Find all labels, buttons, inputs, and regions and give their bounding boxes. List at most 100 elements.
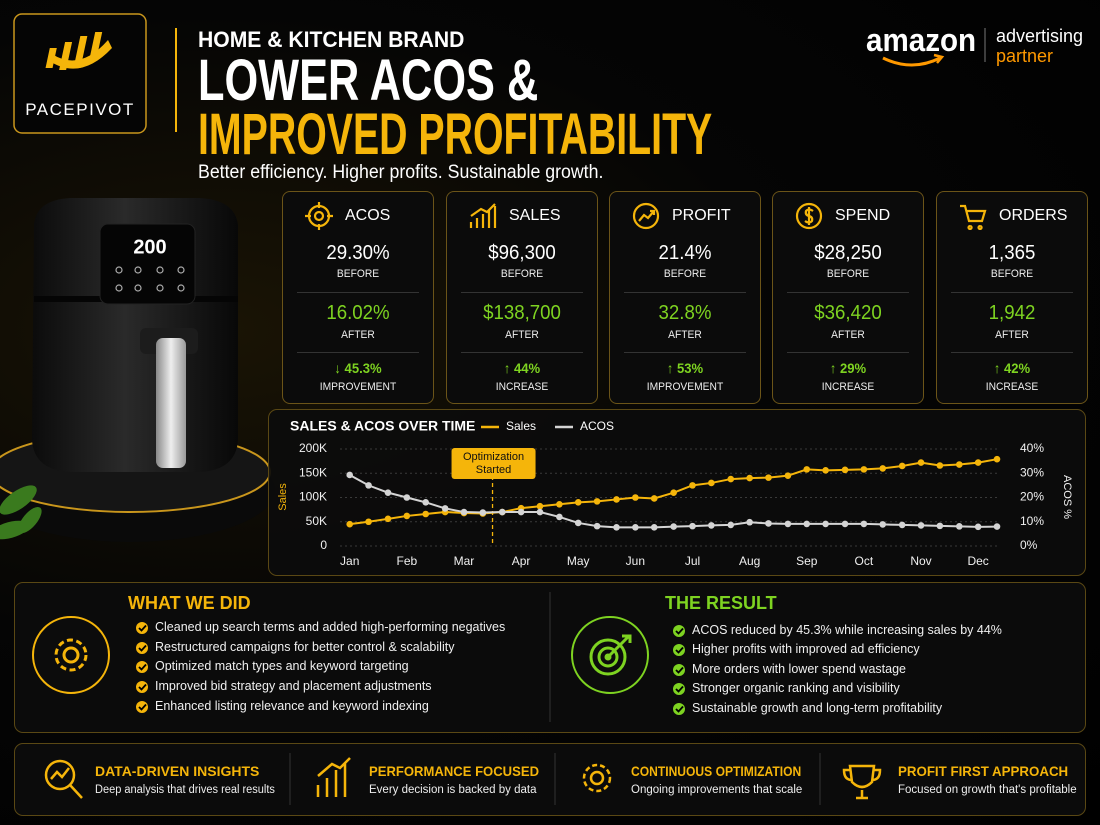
metric-card: PROFIT 21.4% BEFORE 32.8% AFTER ↑ 53% IMPROVEM… [609, 191, 761, 404]
y-axis-label: Sales [277, 483, 289, 511]
series-point [955, 461, 963, 468]
metric-label: PROFIT [672, 207, 731, 224]
list-item: More orders with lower spend wastage [692, 662, 906, 676]
metric-change: ↑ 44% [503, 360, 541, 376]
metric-divider [297, 292, 419, 293]
series-point [708, 479, 715, 487]
display-panel [99, 223, 196, 305]
metric-divider [461, 292, 583, 293]
list-item: Optimized match types and keyword target… [155, 659, 409, 673]
x-tick-label: Jun [626, 554, 645, 568]
metric-divider [787, 352, 909, 353]
series-point [689, 482, 696, 489]
metric-before: 21.4% [658, 242, 712, 264]
series-point [879, 521, 887, 528]
list-item: Sustainable growth and long-term profita… [692, 701, 943, 715]
series-point [898, 521, 906, 529]
series-point [746, 474, 753, 482]
series-point [765, 520, 772, 527]
series-point [898, 462, 906, 470]
check-mark [675, 646, 684, 654]
metric-change: ↓ 45.3% [334, 360, 382, 376]
series-point [974, 523, 982, 531]
handle [156, 338, 186, 468]
y-tick-label: 0 [320, 538, 327, 552]
metric-after: 16.02% [326, 302, 390, 324]
y2-tick-label: 0% [1020, 538, 1038, 552]
metric-after-label: AFTER [831, 329, 865, 341]
metric-label: ORDERS [999, 207, 1068, 224]
y2-tick-label: 10% [1020, 514, 1044, 528]
metric-divider [461, 352, 583, 353]
series-point [650, 495, 658, 502]
metric-after-label: AFTER [995, 329, 1029, 341]
metric-before-label: BEFORE [336, 268, 380, 280]
series-point [574, 499, 582, 506]
feature-text: Ongoing improvements that scale [631, 784, 803, 796]
series-point [403, 512, 411, 520]
feature-text: Deep analysis that drives real results [95, 784, 275, 796]
metric-before-label: BEFORE [826, 268, 870, 280]
series-point [784, 520, 792, 528]
series-point [765, 474, 772, 481]
series-point [632, 494, 639, 501]
check-mark [675, 705, 684, 713]
series-point [670, 489, 677, 496]
metric-change-label: INCREASE [985, 381, 1039, 393]
series-point [536, 502, 544, 510]
x-tick-label: Aug [739, 554, 760, 568]
metric-change: ↑ 42% [993, 360, 1031, 376]
plant [0, 485, 42, 540]
check-mark [675, 627, 684, 635]
metric-before-label: BEFORE [663, 268, 707, 280]
series-point [498, 508, 506, 516]
eyebrow: HOME & KITCHEN BRAND [198, 27, 465, 52]
check-bullet [673, 683, 685, 695]
metric-before: 1,365 [988, 242, 1036, 264]
title-line-1: LOWER ACOS & [198, 48, 539, 113]
series-point [556, 513, 563, 521]
metric-after-label: AFTER [505, 329, 539, 341]
x-tick-label: Feb [396, 554, 417, 568]
metric-divider [624, 352, 746, 353]
check-mark [138, 624, 147, 632]
amazon-arrow [933, 53, 945, 64]
x-tick-label: Mar [454, 554, 475, 568]
metric-change: ↑ 53% [666, 360, 704, 376]
section-title: WHAT WE DID [128, 593, 251, 613]
metric-before-label: BEFORE [500, 268, 544, 280]
metric-icon [632, 202, 660, 230]
feature-text: Focused on growth that's profitable [898, 784, 1077, 796]
metric-after: 32.8% [658, 302, 712, 324]
series-point [593, 498, 601, 505]
chart-panel [268, 409, 1086, 576]
y2-axis-label: ACOS % [1061, 475, 1073, 519]
series-point [841, 520, 849, 528]
metric-after: $36,420 [814, 302, 882, 324]
metric-before: 29.30% [326, 242, 390, 264]
metric-divider [624, 292, 746, 293]
y-tick-label: 100K [299, 490, 327, 504]
annotation-text: Optimization Started [462, 451, 525, 476]
metric-after: 1,942 [988, 302, 1036, 324]
series-point [632, 524, 639, 531]
logo-icon [45, 32, 112, 70]
series-point [384, 489, 392, 496]
check-bullet [673, 644, 685, 656]
logo-box [13, 13, 147, 134]
metric-divider [787, 292, 909, 293]
metric-label: SALES [509, 207, 561, 224]
list-item: ACOS reduced by 45.3% while increasing s… [692, 623, 1002, 637]
metric-icon [469, 203, 497, 228]
title-line-2: IMPROVED PROFITABILITY [198, 102, 713, 167]
features-panel [14, 743, 1086, 816]
metric-icon [305, 202, 333, 230]
metric-after-label: AFTER [668, 329, 702, 341]
series-point [650, 524, 658, 531]
series-point [936, 522, 944, 530]
list-item: Improved bid strategy and placement adju… [155, 679, 432, 693]
series-point [422, 499, 429, 506]
series-point [841, 466, 849, 474]
metric-change-label: INCREASE [495, 381, 549, 393]
